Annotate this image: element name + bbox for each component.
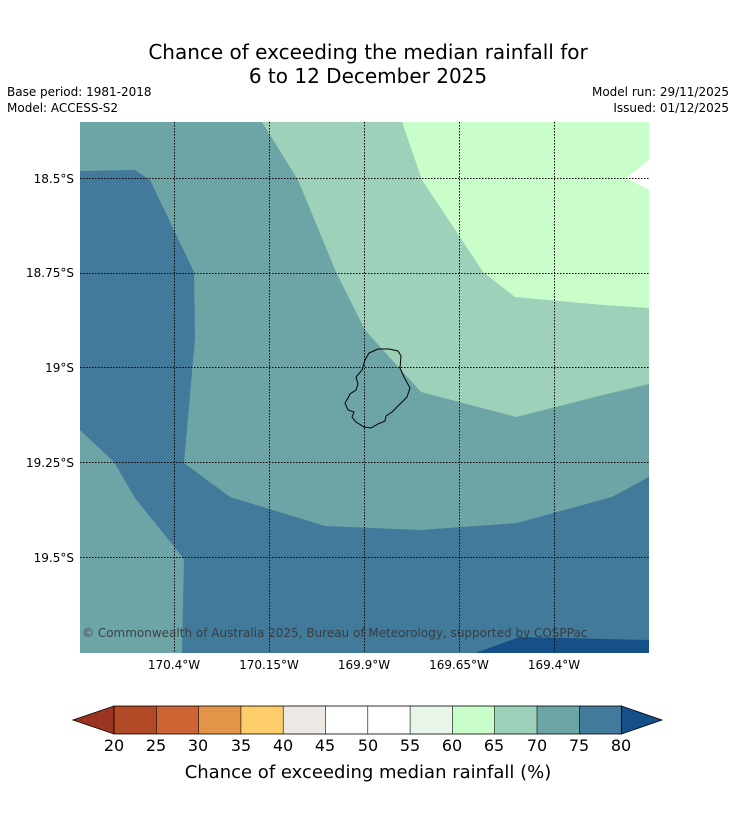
map-title-line2: 6 to 12 December 2025 [248, 64, 488, 88]
lat-label-19-25: 19.25°S [26, 456, 74, 470]
colorbar-bin-20-25 [114, 706, 157, 734]
lon-label-169-65: 169.65°W [429, 658, 489, 672]
region-far-northeast [402, 122, 649, 308]
issued-text: Issued: 01/12/2025 [613, 101, 729, 115]
colorbar-bin-55-60 [410, 706, 453, 734]
lat-label-19-5: 19.5°S [33, 551, 74, 565]
region-east-tip [626, 160, 649, 190]
colorbar-tick-20: 20 [103, 736, 125, 755]
colorbar-bin-50-55 [367, 706, 411, 734]
colorbar-bin-75-80 [579, 706, 622, 734]
colorbar-tick-45: 45 [314, 736, 336, 755]
lat-label-18-75: 18.75°S [26, 266, 74, 280]
lat-label-18-5: 18.5°S [33, 172, 74, 186]
model-text: Model: ACCESS-S2 [7, 101, 119, 115]
map-title-line1: Chance of exceeding the median rainfall … [148, 40, 588, 64]
colorbar [71, 705, 664, 735]
colorbar-tick-30: 30 [187, 736, 209, 755]
colorbar-bin-35-40 [240, 706, 284, 734]
rainfall-map[interactable] [80, 122, 649, 653]
model-run-text: Model run: 29/11/2025 [591, 85, 729, 99]
colorbar-tick-70: 70 [526, 736, 548, 755]
colorbar-tick-75: 75 [568, 736, 590, 755]
base-period-text: Base period: 1981-2018 [7, 85, 152, 99]
lon-label-169-9: 169.9°W [337, 658, 391, 672]
colorbar-bin-70-75 [537, 706, 580, 734]
colorbar-tick-35: 35 [230, 736, 252, 755]
colorbar-bin-30-35 [198, 706, 241, 734]
colorbar-tick-55: 55 [399, 736, 421, 755]
graticule [80, 122, 649, 653]
colorbar-tick-80: 80 [610, 736, 632, 755]
colorbar-extend-low [71, 705, 115, 735]
colorbar-tick-25: 25 [145, 736, 167, 755]
colorbar-tick-65: 65 [483, 736, 505, 755]
colorbar-bin-65-70 [494, 706, 537, 734]
colorbar-bin-45-50 [325, 706, 368, 734]
lon-label-170-15: 170.15°W [239, 658, 299, 672]
colorbar-label: Chance of exceeding median rainfall (%) [184, 762, 552, 783]
lon-label-170-4: 170.4°W [147, 658, 201, 672]
colorbar-extend-high [621, 705, 664, 735]
island-coastline [344, 348, 411, 429]
lat-label-19: 19°S [45, 361, 74, 375]
colorbar-bin-60-65 [452, 706, 495, 734]
colorbar-bin-25-30 [156, 706, 199, 734]
colorbar-bin-40-45 [283, 706, 326, 734]
lon-label-169-4: 169.4°W [527, 658, 581, 672]
colorbar-tick-50: 50 [357, 736, 379, 755]
colorbar-dividers [156, 706, 580, 734]
colorbar-tick-60: 60 [441, 736, 463, 755]
map-svg [80, 122, 649, 653]
copyright-notice: © Commonwealth of Australia 2025, Bureau… [82, 626, 588, 640]
colorbar-frame [113, 705, 623, 735]
colorbar-tick-40: 40 [272, 736, 294, 755]
region-southeast-dark [475, 637, 649, 653]
